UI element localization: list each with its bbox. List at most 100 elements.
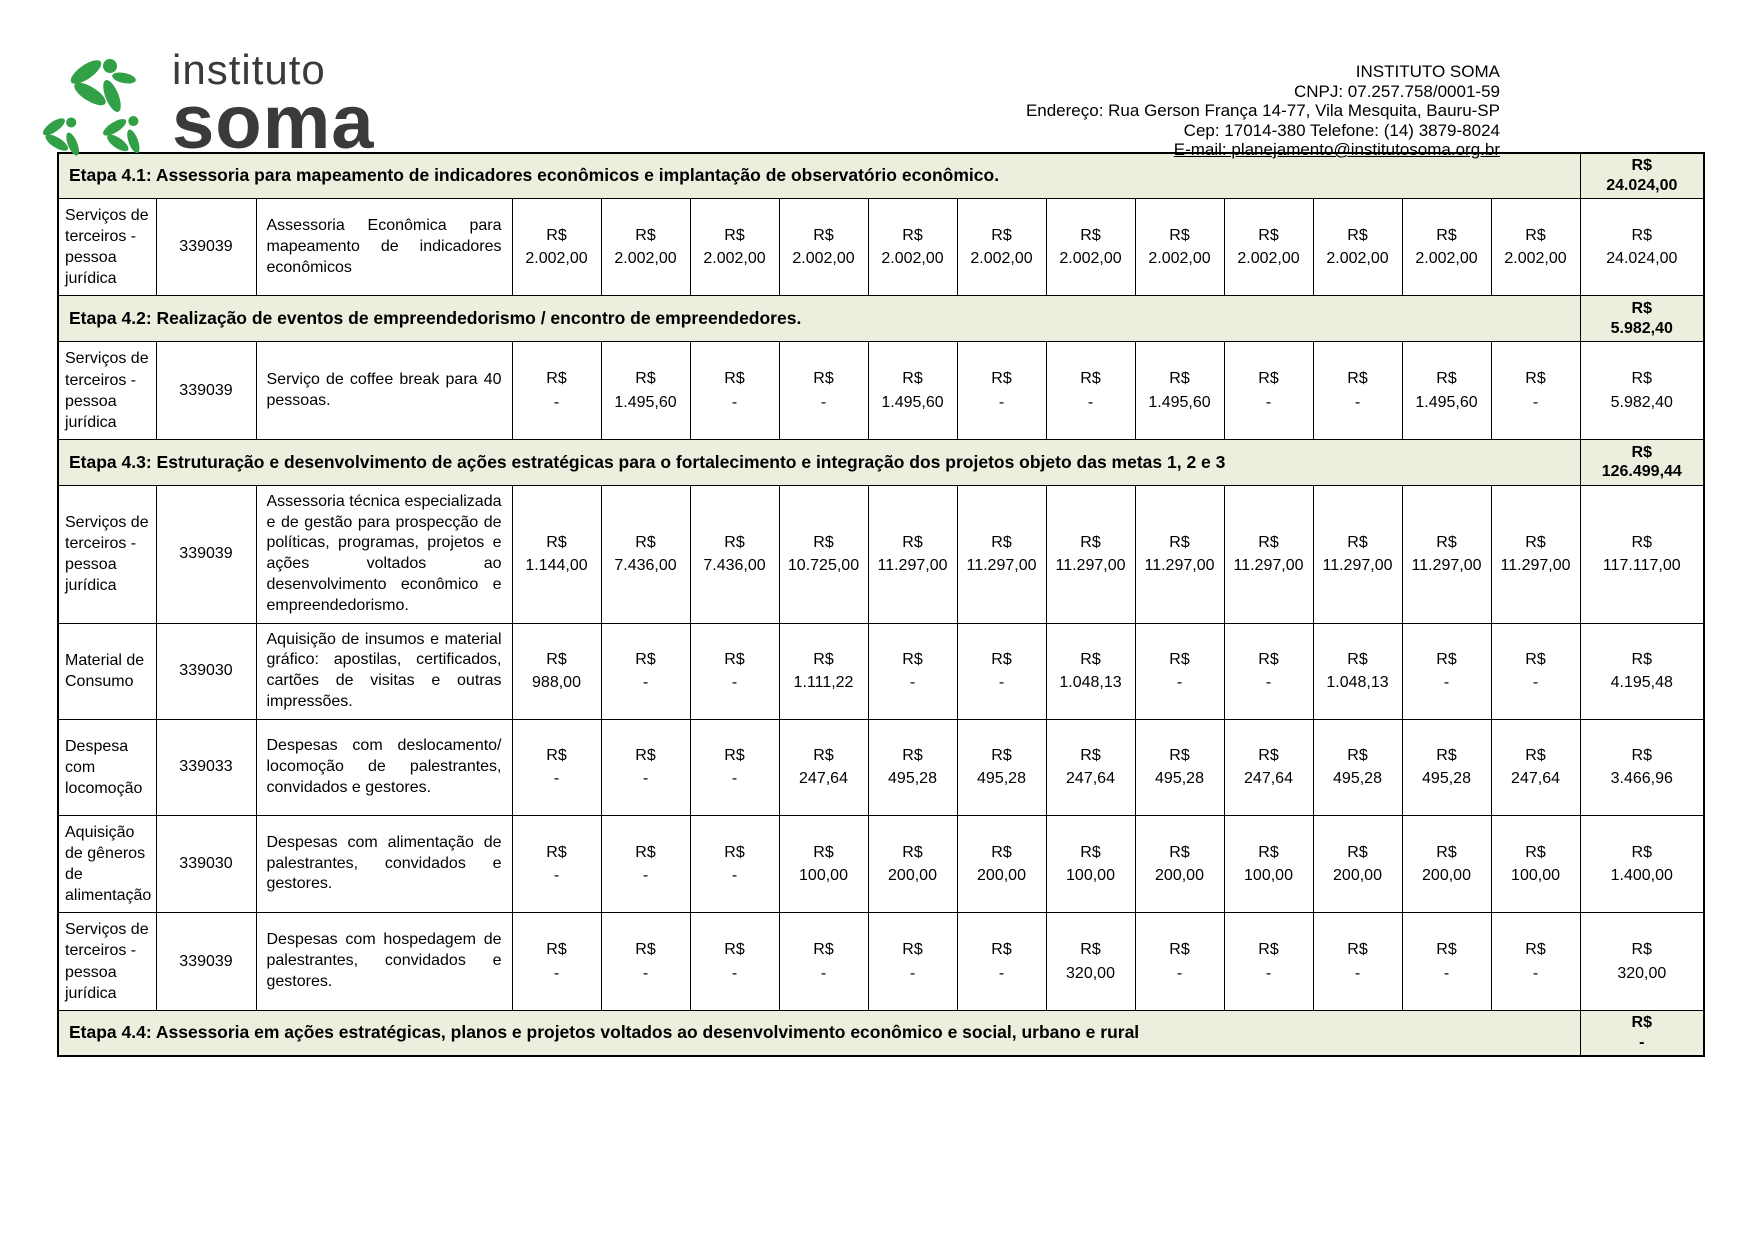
- description-cell: Assessoria Econômica para mapeamento de …: [255, 197, 513, 297]
- category-cell: Serviços de terceiros - pessoa jurídica: [57, 197, 157, 297]
- month-value-cell: R$ 11.297,00: [1045, 484, 1136, 624]
- month-value-cell: R$ 100,00: [1223, 814, 1314, 914]
- etapa-title: Etapa 4.1: Assessoria para mapeamento de…: [57, 152, 1581, 199]
- row-total-cell: R$ 117.117,00: [1579, 484, 1705, 624]
- category-cell: Serviços de terceiros - pessoa jurídica: [57, 912, 157, 1011]
- description-cell: Assessoria técnica especializada e de ge…: [255, 484, 513, 624]
- category-cell: Material de Consumo: [57, 622, 157, 720]
- etapa-title: Etapa 4.3: Estruturação e desenvolviment…: [57, 438, 1581, 486]
- month-value-cell: R$ 1.144,00: [511, 484, 602, 624]
- month-value-cell: R$ 247,64: [1490, 718, 1581, 816]
- category-cell: Serviços de terceiros - pessoa jurídica: [57, 484, 157, 624]
- month-value-cell: R$ 200,00: [1312, 814, 1403, 914]
- expense-row: Serviços de terceiros - pessoa jurídica 3…: [57, 912, 1705, 1011]
- code-cell: 339039: [155, 484, 257, 624]
- month-value-cell: R$ 200,00: [1134, 814, 1225, 914]
- month-value-cell: R$ -: [867, 912, 958, 1011]
- month-value-cell: R$ 2.002,00: [1134, 197, 1225, 297]
- month-value-cell: R$ -: [778, 341, 869, 440]
- month-value-cell: R$ -: [600, 912, 691, 1011]
- month-value-cell: R$ 1.495,60: [1401, 341, 1492, 440]
- month-value-cell: R$ 11.297,00: [1490, 484, 1581, 624]
- leaf-figures-icon: [42, 59, 140, 156]
- month-value-cell: R$ 2.002,00: [778, 197, 869, 297]
- month-value-cell: R$ -: [689, 912, 780, 1011]
- org-email-link[interactable]: E-mail: planejamento@institutosoma.org.b…: [1173, 140, 1500, 159]
- expense-row: Despesa com locomoção 339033 Despesas com …: [57, 718, 1705, 816]
- month-value-cell: R$ 2.002,00: [1045, 197, 1136, 297]
- expense-row: Material de Consumo 339030 Aquisição de in…: [57, 622, 1705, 720]
- etapa-total: R$ 24.024,00: [1579, 152, 1705, 199]
- month-value-cell: R$ 11.297,00: [1223, 484, 1314, 624]
- row-total-cell: R$ 24.024,00: [1579, 197, 1705, 297]
- instituto-soma-logo: instituto soma: [38, 49, 375, 166]
- month-value-cell: R$ -: [511, 718, 602, 816]
- month-value-cell: R$ 1.048,13: [1312, 622, 1403, 720]
- etapa-row: Etapa 4.3: Estruturação e desenvolviment…: [57, 438, 1705, 486]
- month-value-cell: R$ 2.002,00: [1401, 197, 1492, 297]
- code-cell: 339039: [155, 197, 257, 297]
- month-value-cell: R$ 11.297,00: [1312, 484, 1403, 624]
- month-value-cell: R$ -: [1134, 622, 1225, 720]
- row-total-cell: R$ 3.466,96: [1579, 718, 1705, 816]
- month-value-cell: R$ 495,28: [867, 718, 958, 816]
- month-value-cell: R$ -: [1490, 912, 1581, 1011]
- month-value-cell: R$ 495,28: [1312, 718, 1403, 816]
- row-total-cell: R$ 5.982,40: [1579, 341, 1705, 440]
- letterhead: instituto soma INSTITUTO SOMA CNPJ: 07.2…: [0, 0, 1755, 166]
- code-cell: 339030: [155, 622, 257, 720]
- month-value-cell: R$ 100,00: [1490, 814, 1581, 914]
- month-value-cell: R$ 11.297,00: [867, 484, 958, 624]
- month-value-cell: R$ 200,00: [956, 814, 1047, 914]
- month-value-cell: R$ -: [600, 622, 691, 720]
- code-cell: 339039: [155, 341, 257, 440]
- month-value-cell: R$ 495,28: [1401, 718, 1492, 816]
- month-value-cell: R$ -: [1223, 912, 1314, 1011]
- description-cell: Despesas com hospedagem de palestrantes,…: [255, 912, 513, 1011]
- logo-wordmark: instituto soma: [172, 49, 375, 166]
- month-value-cell: R$ -: [956, 341, 1047, 440]
- expense-row: Serviços de terceiros - pessoa jurídica 3…: [57, 197, 1705, 297]
- org-name: INSTITUTO SOMA: [1355, 62, 1500, 81]
- code-cell: 339039: [155, 912, 257, 1011]
- logo-word-soma: soma: [172, 80, 375, 166]
- month-value-cell: R$ 2.002,00: [689, 197, 780, 297]
- month-value-cell: R$ -: [1223, 341, 1314, 440]
- month-value-cell: R$ 10.725,00: [778, 484, 869, 624]
- month-value-cell: R$ -: [1312, 341, 1403, 440]
- month-value-cell: R$ -: [1223, 622, 1314, 720]
- etapa-total: R$ -: [1579, 1009, 1705, 1057]
- month-value-cell: R$ 2.002,00: [511, 197, 602, 297]
- month-value-cell: R$ -: [867, 622, 958, 720]
- month-value-cell: R$ -: [1401, 912, 1492, 1011]
- month-value-cell: R$ -: [1490, 341, 1581, 440]
- month-value-cell: R$ 1.495,60: [1134, 341, 1225, 440]
- month-value-cell: R$ -: [1134, 912, 1225, 1011]
- description-cell: Serviço de coffee break para 40 pessoas.: [255, 341, 513, 440]
- etapa-row: Etapa 4.2: Realização de eventos de empr…: [57, 295, 1705, 343]
- month-value-cell: R$ -: [511, 912, 602, 1011]
- month-value-cell: R$ 2.002,00: [1312, 197, 1403, 297]
- etapa-row: Etapa 4.1: Assessoria para mapeamento de…: [57, 152, 1705, 199]
- expense-row: Aquisição de gêneros de alimentação 33903…: [57, 814, 1705, 914]
- expense-row: Serviços de terceiros - pessoa jurídica 3…: [57, 484, 1705, 624]
- month-value-cell: R$ 1.111,22: [778, 622, 869, 720]
- etapa-total: R$ 126.499,44: [1579, 438, 1705, 486]
- etapa-title: Etapa 4.2: Realização de eventos de empr…: [57, 295, 1581, 343]
- row-total-cell: R$ 1.400,00: [1579, 814, 1705, 914]
- code-cell: 339033: [155, 718, 257, 816]
- month-value-cell: R$ 988,00: [511, 622, 602, 720]
- month-value-cell: R$ -: [600, 814, 691, 914]
- category-cell: Serviços de terceiros - pessoa jurídica: [57, 341, 157, 440]
- budget-table: Etapa 4.1: Assessoria para mapeamento de…: [57, 151, 1706, 1058]
- month-value-cell: R$ 2.002,00: [600, 197, 691, 297]
- etapa-row: Etapa 4.4: Assessoria em ações estratégi…: [57, 1009, 1705, 1057]
- month-value-cell: R$ 11.297,00: [1134, 484, 1225, 624]
- org-address: Endereço: Rua Gerson França 14-77, Vila …: [1025, 101, 1500, 120]
- month-value-cell: R$ 2.002,00: [867, 197, 958, 297]
- expense-row: Serviços de terceiros - pessoa jurídica 3…: [57, 341, 1705, 440]
- month-value-cell: R$ -: [689, 341, 780, 440]
- month-value-cell: R$ 11.297,00: [956, 484, 1047, 624]
- month-value-cell: R$ 11.297,00: [1401, 484, 1492, 624]
